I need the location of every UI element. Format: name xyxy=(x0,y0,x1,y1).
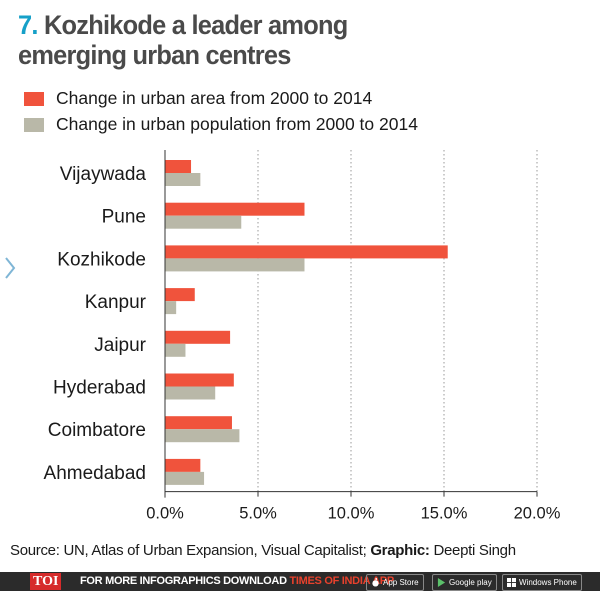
google-play-badge[interactable]: Google play xyxy=(432,574,497,591)
bar-hyderabad-area xyxy=(165,373,234,387)
footer-banner: TOI FOR MORE INFOGRAPHICS DOWNLOAD TIMES… xyxy=(0,572,600,591)
graphic-label: Graphic: xyxy=(370,542,430,559)
windows-phone-badge[interactable]: Windows Phone xyxy=(502,574,582,591)
legend-swatch-population xyxy=(24,118,44,132)
source-note: Source: UN, Atlas of Urban Expansion, Vi… xyxy=(10,542,516,559)
bar-kanpur-population xyxy=(165,301,177,315)
category-label-ahmedabad: Ahmedabad xyxy=(44,463,146,484)
chart-title: 7. Kozhikode a leader among emerging urb… xyxy=(18,10,460,70)
chevron-right-icon[interactable] xyxy=(4,256,16,280)
x-tick-label-0: 0.0% xyxy=(146,505,184,523)
bar-vijaywada-population xyxy=(165,173,201,186)
app-store-badge[interactable]: App Store xyxy=(366,574,424,591)
category-label-pune: Pune xyxy=(102,207,146,228)
bar-chart: Vijaywada Pune Kozhikode Kanpur Jaipur Hydera… xyxy=(44,150,561,523)
bar-pune-population xyxy=(165,215,242,229)
footer-promo: FOR MORE INFOGRAPHICS DOWNLOAD TIMES OF … xyxy=(80,575,394,587)
title-number: 7. xyxy=(18,10,38,40)
x-tick-label-4: 20.0% xyxy=(514,505,561,523)
source-text: Source: UN, Atlas of Urban Expansion, Vi… xyxy=(10,542,371,559)
bar-vijaywada-area xyxy=(165,160,192,173)
x-tick-label-2: 10.0% xyxy=(328,505,375,523)
category-label-kanpur: Kanpur xyxy=(85,292,147,313)
google-play-icon xyxy=(437,578,446,587)
category-label-hyderabad: Hyderabad xyxy=(53,378,146,399)
bar-kozhikode-area xyxy=(165,245,448,259)
bar-jaipur-area xyxy=(165,330,231,344)
bar-ahmedabad-area xyxy=(165,458,201,472)
x-tick-label-3: 15.0% xyxy=(421,505,468,523)
windows-phone-label: Windows Phone xyxy=(519,578,577,587)
bar-coimbatore-population xyxy=(165,429,240,443)
windows-icon xyxy=(507,578,516,587)
bar-hyderabad-population xyxy=(165,386,216,400)
bar-kanpur-area xyxy=(165,288,195,302)
bar-pune-area xyxy=(165,202,305,216)
bar-coimbatore-area xyxy=(165,416,232,430)
legend-swatch-area xyxy=(24,92,44,106)
category-label-coimbatore: Coimbatore xyxy=(48,420,146,441)
category-label-jaipur: Jaipur xyxy=(94,335,146,356)
legend-label-area: Change in urban area from 2000 to 2014 xyxy=(56,88,373,108)
apple-icon xyxy=(372,578,379,587)
footer-promo-text: FOR MORE INFOGRAPHICS DOWNLOAD xyxy=(80,575,290,587)
app-store-label: App Store xyxy=(383,578,419,587)
google-play-label: Google play xyxy=(449,578,492,587)
toi-logo[interactable]: TOI xyxy=(30,573,62,590)
title-text: Kozhikode a leader among emerging urban … xyxy=(18,10,348,70)
bar-ahmedabad-population xyxy=(165,471,205,485)
legend-label-population: Change in urban population from 2000 to … xyxy=(56,114,418,134)
x-tick-label-1: 5.0% xyxy=(239,505,277,523)
category-label-kozhikode: Kozhikode xyxy=(57,249,146,270)
bar-kozhikode-population xyxy=(165,258,305,272)
footer-app-name: TIMES OF INDIA APP xyxy=(289,575,394,587)
graphic-author: Deepti Singh xyxy=(429,542,516,559)
category-label-vijaywada: Vijaywada xyxy=(60,164,147,185)
bar-jaipur-population xyxy=(165,343,186,357)
